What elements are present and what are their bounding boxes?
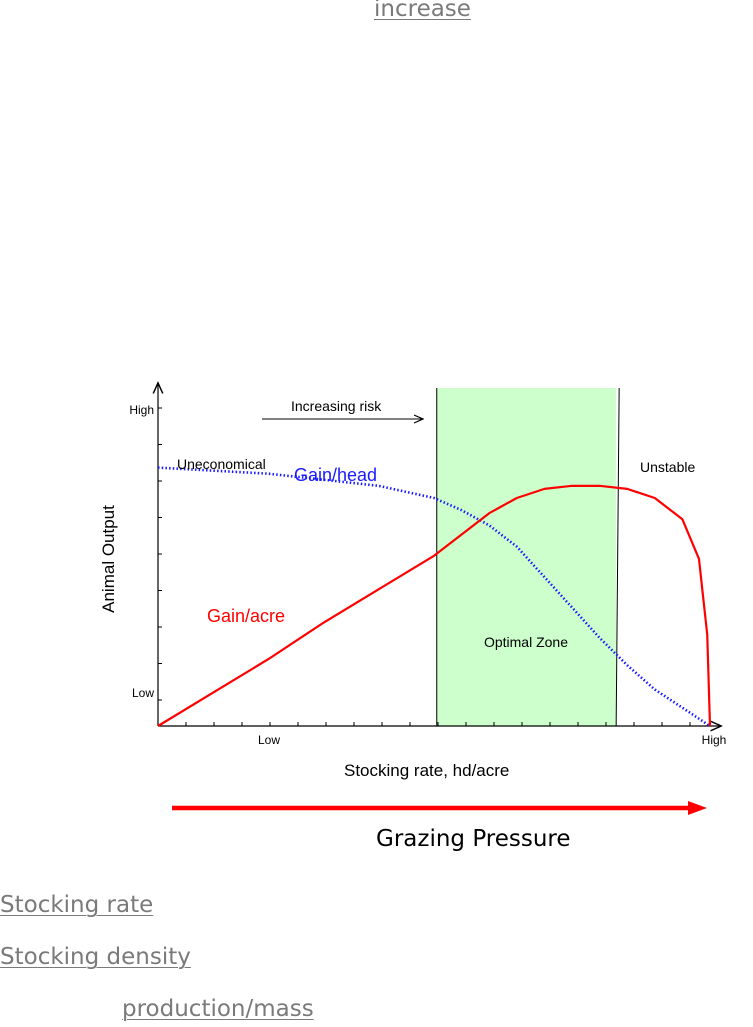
- gain-per-acre-line: [157, 484, 712, 727]
- stocking-rate-chart: Animal Output Stocking rate, hd/acre Hig…: [99, 370, 727, 815]
- increasing-risk-annotation: Increasing risk: [291, 398, 382, 414]
- x-tick-low: Low: [258, 733, 280, 747]
- gain-per-head-line: [157, 466, 711, 728]
- gain-per-head-label: Gain/head: [294, 465, 377, 485]
- y-tick-high: High: [129, 403, 154, 417]
- x-axis-label: Stocking rate, hd/acre: [344, 761, 509, 780]
- grazing-pressure-arrow-head: [688, 801, 707, 815]
- increase-link[interactable]: increase: [374, 0, 471, 22]
- production-mass-link[interactable]: production/mass: [122, 996, 314, 1022]
- gain-per-acre-label: Gain/acre: [207, 606, 285, 626]
- optimal-zone-right-edge: [615, 387, 620, 727]
- grazing-pressure-label: Grazing Pressure: [376, 826, 571, 852]
- stocking-rate-link[interactable]: Stocking rate: [0, 892, 154, 918]
- stocking-density-link[interactable]: Stocking density: [0, 944, 191, 970]
- y-axis-label: Animal Output: [99, 505, 118, 613]
- optimal-zone-label: Optimal Zone: [484, 634, 568, 650]
- y-tick-low: Low: [132, 686, 154, 700]
- unstable-annotation: Unstable: [640, 459, 695, 475]
- uneconomical-annotation: Uneconomical: [177, 456, 266, 472]
- x-tick-high: High: [702, 733, 727, 747]
